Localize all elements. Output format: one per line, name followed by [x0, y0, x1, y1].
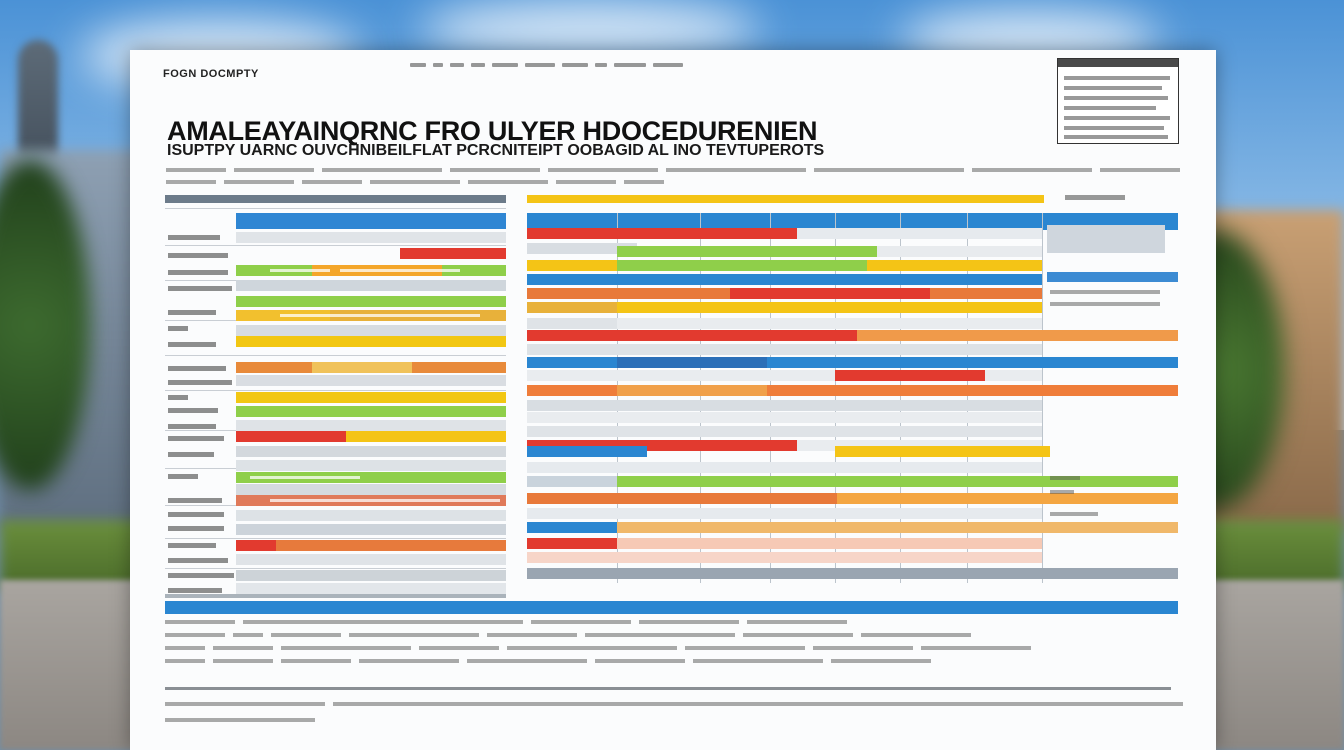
- header-meta: [410, 63, 683, 67]
- footer-divider: [165, 687, 1171, 690]
- summary-bar: [165, 601, 1178, 614]
- footer-row: [165, 620, 847, 624]
- metadata-box: [1057, 58, 1179, 144]
- right-table-header-band: [527, 213, 1178, 230]
- document-label: FOGN DOCMPTY: [163, 68, 259, 80]
- page-subtitle: ISUPTPY UARNC OUVCHNIBEILFLAT PCRCNITEIP…: [167, 142, 825, 159]
- page-title: AMALEAYAINQRNC FRO ULYER HDOCEDURENIEN: [167, 116, 818, 146]
- footer-row: [165, 646, 1031, 650]
- footer-row: [165, 702, 1183, 706]
- footer-row: [165, 718, 315, 722]
- left-table-header-band: [236, 213, 506, 229]
- right-table-top-bar: [527, 195, 1044, 203]
- footer-row: [165, 633, 971, 637]
- left-table-footer: [165, 594, 506, 598]
- header-row: [166, 168, 1180, 172]
- header-row: [166, 180, 664, 184]
- document-sheet: FOGN DOCMPTY AMALEAYAINQRNC FRO ULYER HD…: [130, 50, 1216, 750]
- left-table-header: [165, 195, 506, 203]
- side-panel-box: [1047, 225, 1165, 253]
- side-panel-header: [1047, 272, 1178, 282]
- side-panel-label: [1065, 195, 1125, 200]
- footer-row: [165, 659, 931, 663]
